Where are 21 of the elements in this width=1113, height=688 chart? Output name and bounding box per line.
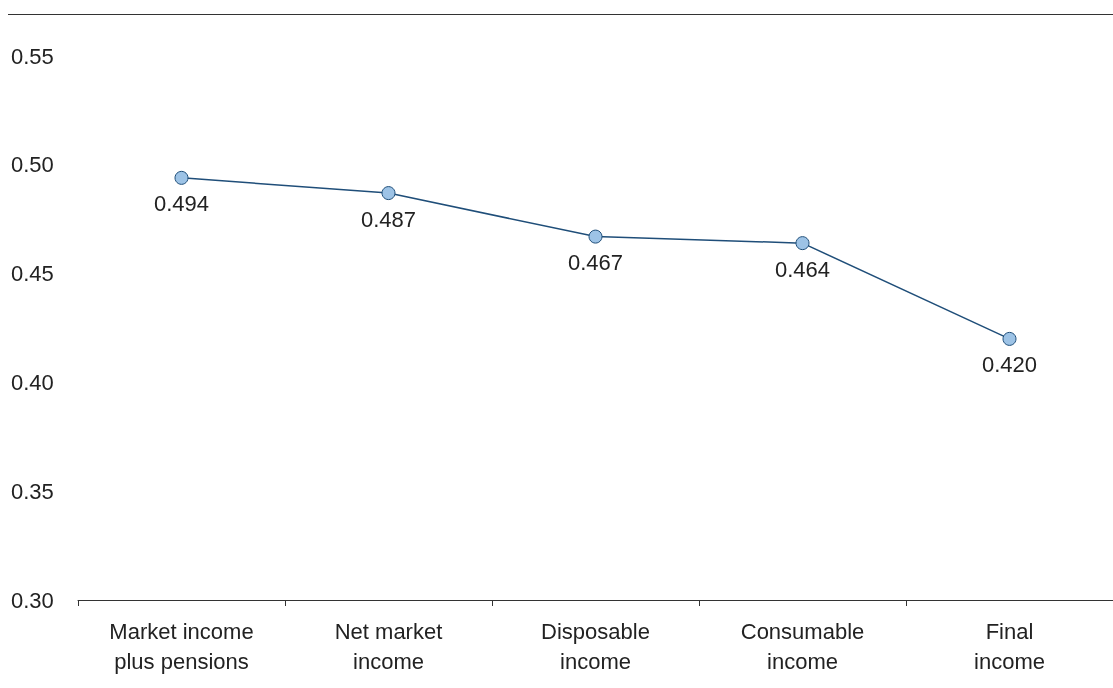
x-tick-label: Market income plus pensions bbox=[109, 618, 254, 674]
point bbox=[174, 170, 189, 185]
data-label: 0.494 bbox=[153, 191, 210, 217]
data-label: 0.487 bbox=[360, 206, 417, 232]
y-tick-label: 0.55 bbox=[11, 43, 54, 69]
data-label: 0.420 bbox=[981, 352, 1038, 378]
y-tick-label: 0.35 bbox=[11, 478, 54, 504]
x-tick-label: Net market income bbox=[334, 618, 443, 674]
point bbox=[1002, 331, 1017, 346]
x-tick-label: Disposable income bbox=[541, 618, 650, 674]
data-label: 0.467 bbox=[567, 250, 624, 276]
x-tick-label: Consumable income bbox=[740, 618, 865, 674]
point bbox=[588, 229, 603, 244]
y-tick-label: 0.50 bbox=[11, 152, 54, 178]
point bbox=[381, 186, 396, 201]
x-tick-label: Final income bbox=[974, 618, 1045, 674]
data-label: 0.464 bbox=[774, 256, 831, 282]
y-tick-label: 0.30 bbox=[11, 587, 54, 613]
y-tick-label: 0.45 bbox=[11, 261, 54, 287]
y-tick-label: 0.40 bbox=[11, 369, 54, 395]
point bbox=[795, 236, 810, 251]
